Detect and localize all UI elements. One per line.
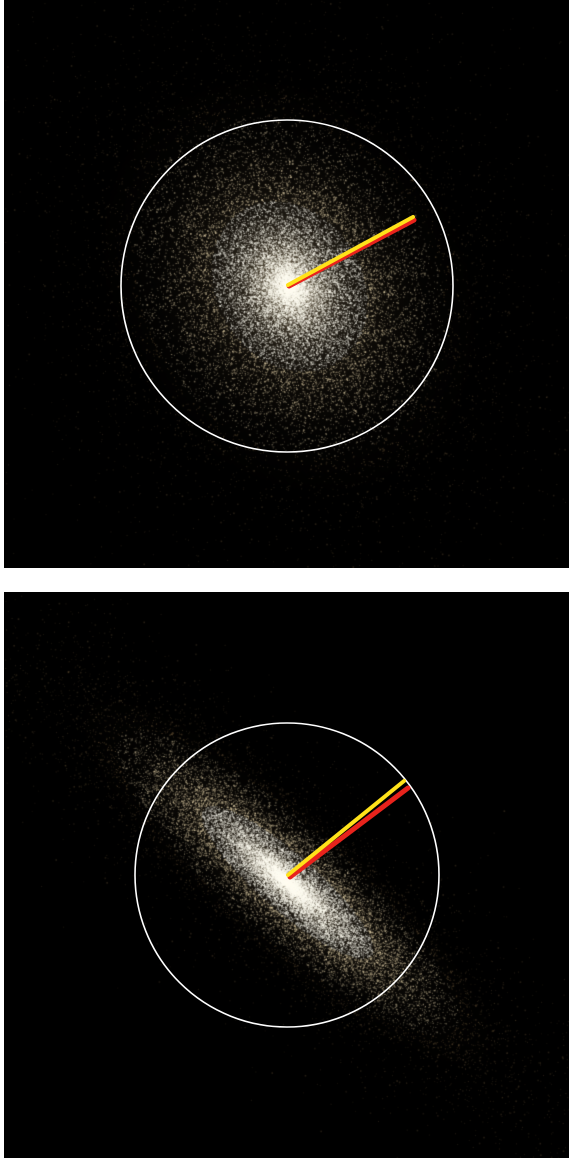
galaxy-panel-face-on [4,0,569,568]
yellow-vector [286,779,406,877]
galaxy-panel-edge-on [4,592,569,1158]
aperture-circle [120,119,454,453]
galaxy-face-on-overlay [120,119,454,453]
aperture-circle [134,722,440,1028]
yellow-vector [286,215,415,287]
galaxy-edge-on-overlay [134,722,440,1028]
red-vector [287,785,411,880]
panel-separator [0,568,569,592]
